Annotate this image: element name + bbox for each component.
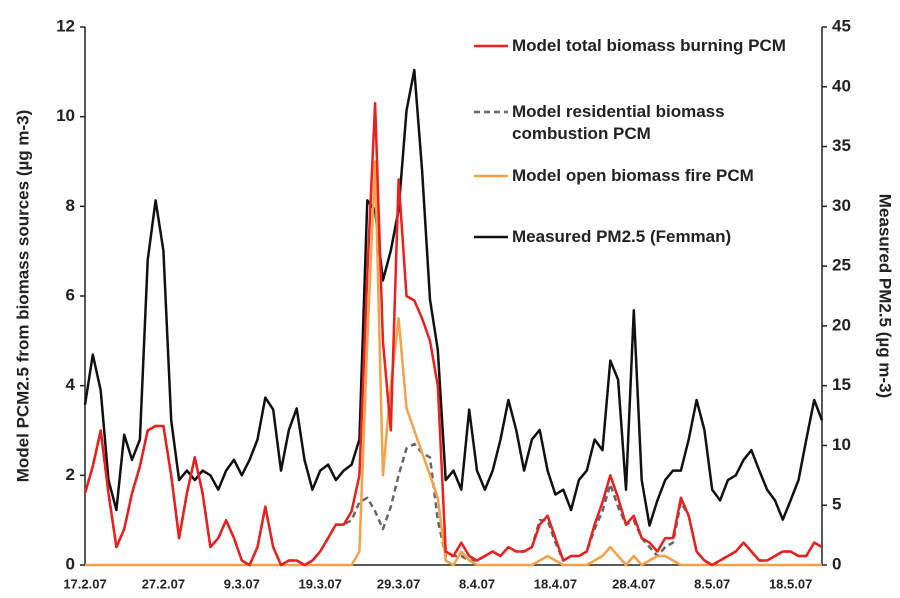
y2-tick-label: 40 [832, 76, 851, 95]
x-tick-label: 9.3.07 [224, 576, 260, 591]
legend-label: Model open biomass fire PCM [512, 166, 754, 185]
x-tick-label: 8.4.07 [459, 576, 495, 591]
y-tick-label: 8 [66, 196, 75, 215]
x-tick-label: 29.3.07 [377, 576, 420, 591]
y-tick-label: 4 [66, 375, 76, 394]
x-tick-label: 18.5.07 [769, 576, 812, 591]
y2-tick-label: 45 [832, 16, 851, 35]
y-tick-label: 2 [66, 465, 75, 484]
x-tick-label: 18.4.07 [534, 576, 577, 591]
x-tick-label: 27.2.07 [142, 576, 185, 591]
x-tick-label: 19.3.07 [299, 576, 342, 591]
y2-tick-label: 30 [832, 196, 851, 215]
y2-tick-label: 15 [832, 375, 851, 394]
legend-label: Model residential biomass combustion PCM [512, 102, 725, 143]
y2-tick-label: 10 [832, 435, 851, 454]
y2-tick-label: 0 [832, 554, 841, 573]
legend-label: Measured PM2.5 (Femman) [512, 227, 732, 246]
y-tick-label: 6 [66, 285, 75, 304]
y-tick-label: 0 [66, 554, 75, 573]
y2-axis-label: Measured PM2.5 (µg m-3) [876, 194, 895, 398]
y-axis-label: Model PCM2.5 from biomass sources (µg m-… [13, 110, 32, 483]
x-tick-label: 8.5.07 [694, 576, 730, 591]
y2-tick-label: 20 [832, 315, 851, 334]
y2-tick-label: 25 [832, 256, 851, 275]
series-line [85, 160, 822, 567]
y2-tick-label: 5 [832, 495, 841, 514]
x-tick-label: 17.2.07 [63, 576, 106, 591]
series-line [83, 424, 823, 567]
y-tick-label: 10 [56, 106, 75, 125]
series-line [83, 68, 824, 527]
series-line [83, 101, 823, 567]
y2-tick-label: 35 [832, 136, 851, 155]
x-tick-label: 28.4.07 [612, 576, 655, 591]
legend-label: Model total biomass burning PCM [512, 36, 786, 55]
y-tick-label: 12 [56, 16, 75, 35]
